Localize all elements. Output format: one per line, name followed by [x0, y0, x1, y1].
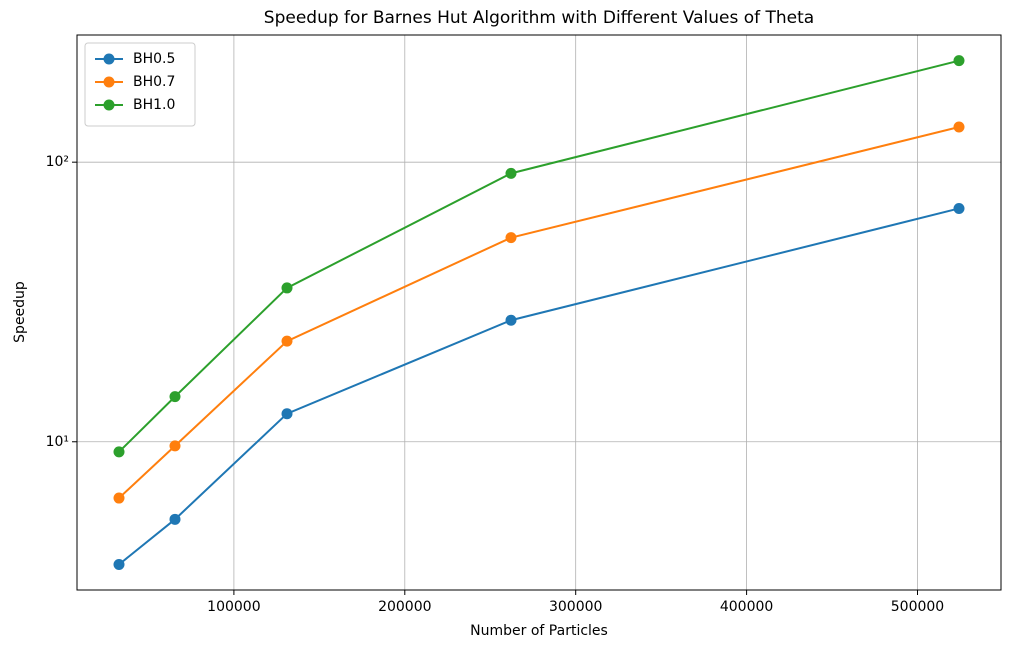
data-point [953, 121, 965, 133]
chart-title: Speedup for Barnes Hut Algorithm with Di… [264, 8, 814, 28]
data-point [505, 167, 517, 179]
y-tick-label: 10¹ [46, 434, 69, 450]
data-point [505, 232, 517, 244]
plot-frame [76, 34, 1002, 591]
x-tick-label: 300000 [549, 599, 602, 615]
data-point [169, 440, 181, 452]
x-tick-label: 200000 [378, 599, 431, 615]
data-point [281, 408, 293, 420]
data-point [281, 282, 293, 294]
legend-label: BH1.0 [133, 97, 175, 113]
data-point [953, 202, 965, 214]
x-tick-label: 100000 [207, 599, 260, 615]
legend-marker [103, 53, 115, 65]
legend-label: BH0.5 [133, 51, 175, 67]
legend-marker [103, 99, 115, 111]
data-point [169, 513, 181, 525]
x-axis-label: Number of Particles [470, 623, 608, 639]
data-point [113, 558, 125, 570]
data-point [281, 335, 293, 347]
data-point [169, 391, 181, 403]
data-point [505, 314, 517, 326]
series-line [118, 207, 960, 566]
data-point [113, 492, 125, 504]
data-point [113, 446, 125, 458]
series-line [118, 59, 960, 453]
y-axis-label: Speedup [12, 281, 28, 343]
x-tick-label: 500000 [891, 599, 944, 615]
x-tick-label: 400000 [720, 599, 773, 615]
legend-marker [103, 76, 115, 88]
y-tick-label: 10² [46, 154, 69, 170]
data-point [953, 55, 965, 67]
legend-label: BH0.7 [133, 74, 175, 90]
